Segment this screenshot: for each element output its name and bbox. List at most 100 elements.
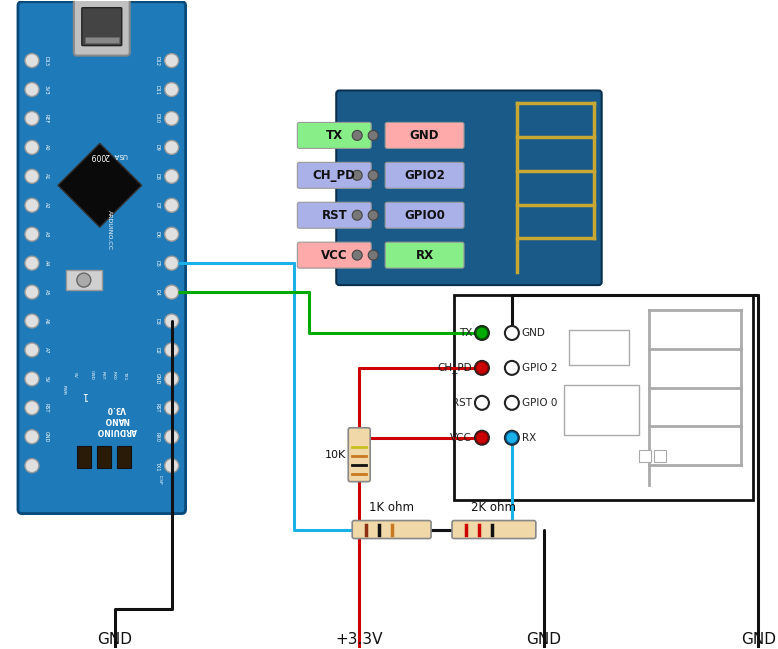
Bar: [639, 450, 650, 461]
Text: D6: D6: [155, 231, 159, 238]
Circle shape: [368, 130, 378, 140]
Text: 3V3: 3V3: [44, 85, 49, 94]
Bar: [85, 36, 119, 43]
Text: RX: RX: [415, 249, 433, 262]
FancyBboxPatch shape: [352, 520, 431, 539]
Circle shape: [165, 430, 179, 444]
Text: 5V: 5V: [73, 372, 77, 378]
Text: VCC: VCC: [321, 249, 348, 262]
Text: PWR: PWR: [62, 385, 66, 395]
Bar: [654, 450, 665, 461]
Text: D9: D9: [155, 144, 159, 151]
Polygon shape: [58, 143, 142, 227]
Text: REF: REF: [44, 114, 49, 123]
Bar: [117, 446, 131, 468]
FancyBboxPatch shape: [385, 202, 464, 228]
Circle shape: [475, 396, 489, 410]
FancyBboxPatch shape: [74, 0, 130, 56]
Circle shape: [476, 327, 488, 339]
Text: CH_PD: CH_PD: [437, 362, 472, 373]
Text: TX1: TX1: [155, 461, 159, 471]
Circle shape: [25, 140, 39, 154]
Circle shape: [165, 372, 179, 386]
Text: 10K: 10K: [325, 450, 346, 459]
Text: CH_PD: CH_PD: [313, 169, 356, 182]
Bar: [454, 295, 753, 500]
Text: D5: D5: [155, 260, 159, 267]
Text: A1: A1: [44, 173, 49, 180]
Circle shape: [25, 82, 39, 97]
FancyBboxPatch shape: [385, 242, 464, 268]
Circle shape: [25, 314, 39, 328]
Text: A4: A4: [44, 260, 49, 266]
Circle shape: [25, 285, 39, 299]
Text: USA: USA: [113, 153, 127, 158]
Circle shape: [25, 459, 39, 472]
Circle shape: [165, 401, 179, 415]
Circle shape: [165, 54, 179, 67]
Text: A0: A0: [44, 144, 49, 151]
Circle shape: [506, 432, 518, 444]
Text: 2009: 2009: [90, 151, 110, 160]
FancyBboxPatch shape: [385, 123, 464, 149]
Circle shape: [476, 432, 488, 444]
Circle shape: [505, 431, 519, 445]
Bar: [66, 270, 102, 290]
Text: D4: D4: [155, 289, 159, 295]
Text: GPIO 0: GPIO 0: [522, 398, 557, 408]
Text: D11: D11: [155, 84, 159, 95]
Circle shape: [165, 199, 179, 212]
Text: GND: GND: [522, 328, 545, 338]
Text: GND: GND: [741, 632, 776, 647]
Circle shape: [352, 170, 363, 180]
Text: TX: TX: [326, 129, 343, 142]
Circle shape: [368, 250, 378, 260]
Text: 5V: 5V: [44, 376, 49, 382]
Text: RST: RST: [155, 403, 159, 413]
FancyBboxPatch shape: [18, 2, 186, 513]
Circle shape: [475, 361, 489, 375]
Text: A7: A7: [44, 347, 49, 353]
Circle shape: [165, 256, 179, 270]
Text: GPIO0: GPIO0: [404, 209, 445, 222]
Circle shape: [25, 169, 39, 183]
Text: D8: D8: [155, 173, 159, 180]
FancyBboxPatch shape: [385, 162, 464, 188]
Circle shape: [165, 82, 179, 97]
Circle shape: [476, 362, 488, 374]
Text: VCC: VCC: [450, 433, 472, 443]
Circle shape: [25, 430, 39, 444]
Bar: [569, 330, 629, 365]
Bar: [77, 446, 91, 468]
Circle shape: [475, 431, 489, 445]
Text: 1: 1: [81, 390, 87, 400]
Circle shape: [25, 372, 39, 386]
Text: ARDUINO
NANO
V3.0: ARDUINO NANO V3.0: [96, 404, 137, 435]
Text: GND: GND: [89, 370, 94, 380]
Text: RX0: RX0: [112, 371, 116, 379]
Circle shape: [165, 285, 179, 299]
Text: A3: A3: [44, 231, 49, 238]
Circle shape: [25, 199, 39, 212]
Text: GPIO 2: GPIO 2: [522, 363, 557, 373]
Text: GND: GND: [44, 431, 49, 443]
Circle shape: [25, 401, 39, 415]
Text: D3: D3: [155, 317, 159, 324]
Circle shape: [505, 361, 519, 375]
Text: D12: D12: [155, 56, 159, 66]
Text: RST: RST: [44, 403, 49, 413]
Circle shape: [352, 130, 363, 140]
Text: RX: RX: [522, 433, 536, 443]
Text: A5: A5: [44, 289, 49, 295]
Text: RST: RST: [101, 371, 105, 379]
FancyBboxPatch shape: [297, 202, 371, 228]
Circle shape: [505, 326, 519, 340]
Text: ARDUINO.CC: ARDUINO.CC: [107, 210, 112, 251]
Text: GPIO2: GPIO2: [404, 169, 445, 182]
Text: RX0: RX0: [155, 432, 159, 442]
Text: 1K ohm: 1K ohm: [369, 500, 414, 513]
Circle shape: [25, 256, 39, 270]
Text: TX: TX: [458, 328, 472, 338]
Text: D2: D2: [155, 347, 159, 354]
Circle shape: [368, 170, 378, 180]
